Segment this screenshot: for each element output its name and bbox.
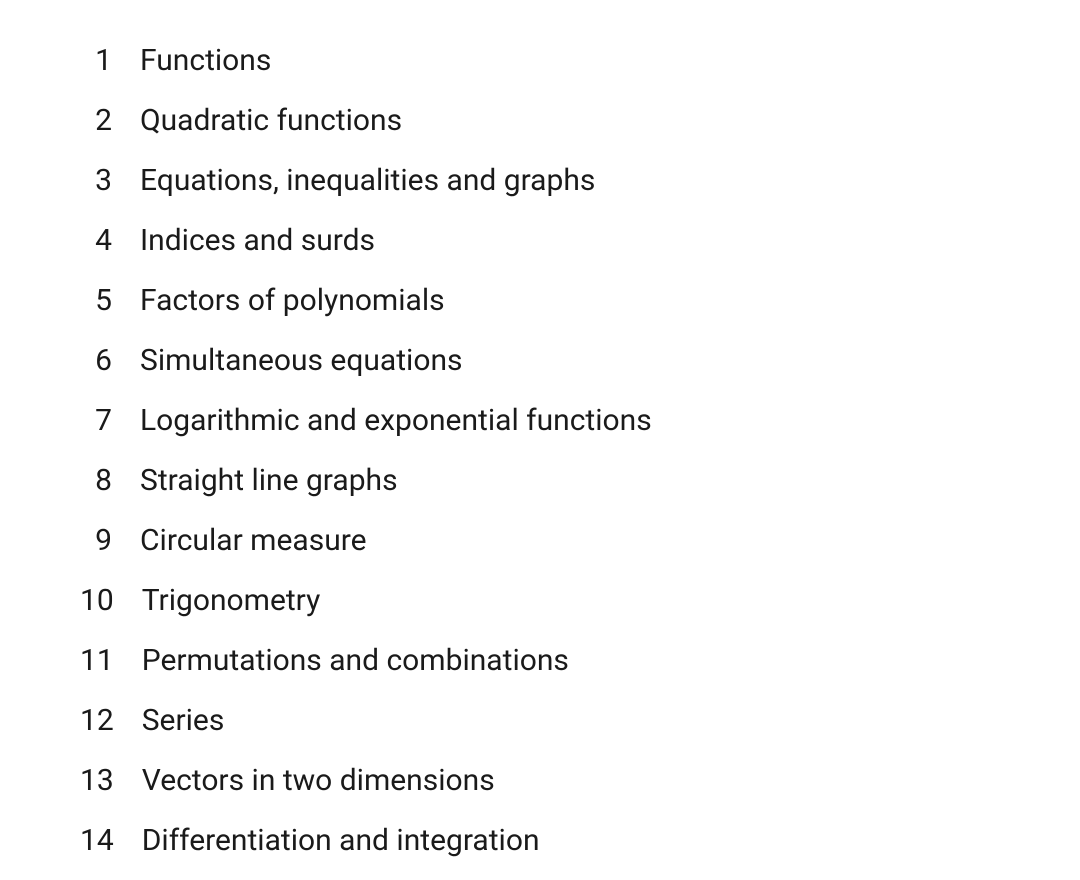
toc-item-title: Factors of polynomials	[140, 280, 445, 322]
toc-item: 9 Circular measure	[80, 520, 1080, 562]
toc-item: 2 Quadratic functions	[80, 100, 1080, 142]
toc-item-title: Straight line graphs	[140, 460, 398, 502]
toc-item-title: Circular measure	[140, 520, 367, 562]
toc-item: 8 Straight line graphs	[80, 460, 1080, 502]
toc-item: 1 Functions	[80, 40, 1080, 82]
toc-item-number: 2	[80, 100, 140, 142]
toc-item: 14 Differentiation and integration	[80, 820, 1080, 862]
toc-item: 13 Vectors in two dimensions	[80, 760, 1080, 802]
toc-item-number: 11	[80, 640, 142, 682]
toc-item-title: Differentiation and integration	[142, 820, 540, 862]
toc-item-number: 6	[80, 340, 140, 382]
toc-item-number: 9	[80, 520, 140, 562]
table-of-contents: 1 Functions 2 Quadratic functions 3 Equa…	[80, 40, 1080, 862]
toc-item-number: 10	[80, 580, 142, 622]
toc-item-title: Trigonometry	[142, 580, 321, 622]
toc-item-number: 5	[80, 280, 140, 322]
toc-item: 6 Simultaneous equations	[80, 340, 1080, 382]
toc-item-title: Vectors in two dimensions	[142, 760, 495, 802]
toc-item: 11 Permutations and combinations	[80, 640, 1080, 682]
toc-item: 4 Indices and surds	[80, 220, 1080, 262]
toc-item-title: Simultaneous equations	[140, 340, 463, 382]
toc-item: 12 Series	[80, 700, 1080, 742]
toc-item-title: Quadratic functions	[140, 100, 402, 142]
toc-item: 10 Trigonometry	[80, 580, 1080, 622]
toc-item-number: 8	[80, 460, 140, 502]
toc-item-number: 13	[80, 760, 142, 802]
toc-item: 7 Logarithmic and exponential functions	[80, 400, 1080, 442]
toc-item-number: 1	[80, 40, 140, 82]
toc-item-number: 7	[80, 400, 140, 442]
toc-item-title: Equations, inequalities and graphs	[140, 160, 595, 202]
toc-item-number: 12	[80, 700, 142, 742]
toc-item: 3 Equations, inequalities and graphs	[80, 160, 1080, 202]
toc-item-number: 14	[80, 820, 142, 862]
toc-item-title: Logarithmic and exponential functions	[140, 400, 652, 442]
toc-item-title: Functions	[140, 40, 271, 82]
toc-item-number: 4	[80, 220, 140, 262]
toc-item-title: Indices and surds	[140, 220, 375, 262]
toc-item-number: 3	[80, 160, 140, 202]
toc-item-title: Permutations and combinations	[142, 640, 569, 682]
toc-item: 5 Factors of polynomials	[80, 280, 1080, 322]
toc-item-title: Series	[142, 700, 225, 742]
